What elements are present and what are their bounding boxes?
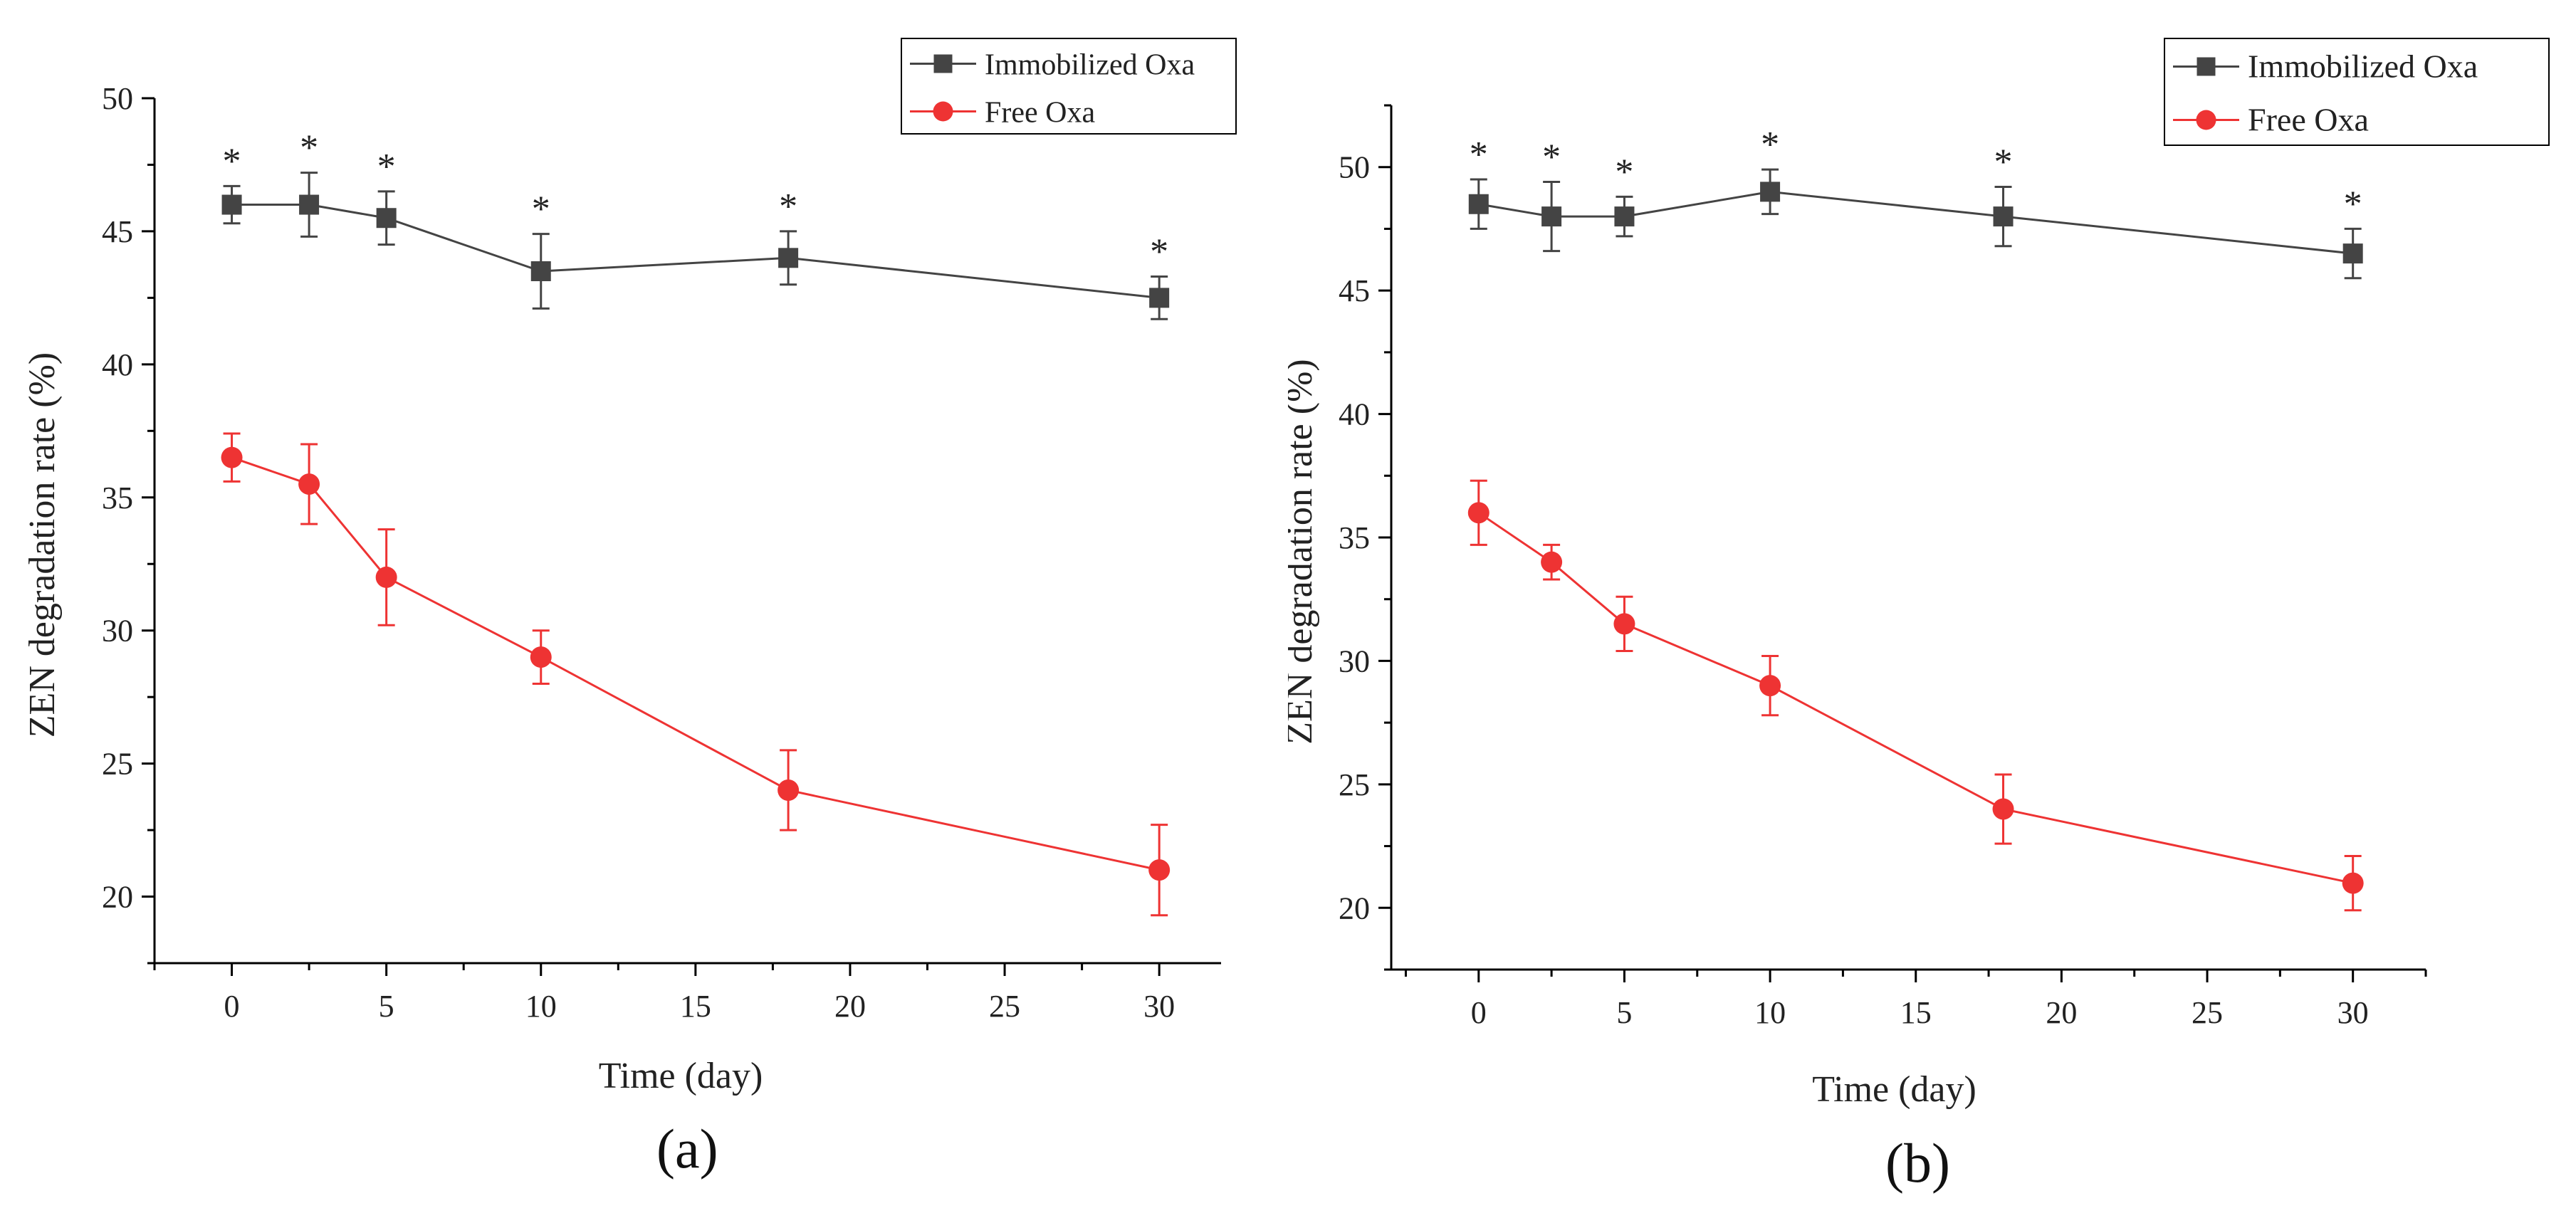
x-tick-label: 30 [1143, 989, 1175, 1024]
data-point [778, 248, 799, 268]
data-point [221, 446, 243, 468]
significance-marker: * [223, 141, 241, 182]
x-tick-label: 20 [2046, 995, 2077, 1030]
x-tick-label: 25 [989, 989, 1020, 1024]
x-tick-label: 30 [2337, 995, 2369, 1030]
legend-marker [933, 101, 953, 122]
significance-marker: * [1470, 135, 1488, 175]
data-point [1992, 798, 2014, 820]
legend-box [901, 38, 1237, 135]
y-tick-label: 30 [102, 614, 133, 649]
y-tick-label: 30 [1339, 644, 1370, 678]
y-tick-label: 20 [102, 880, 133, 915]
x-tick-label: 5 [379, 989, 394, 1024]
x-axis-title: Time (day) [1812, 1069, 1976, 1110]
x-axis-title: Time (day) [599, 1056, 763, 1096]
significance-marker: * [779, 187, 797, 227]
data-point [777, 779, 800, 801]
y-tick-label: 25 [102, 747, 133, 782]
y-tick-label: 20 [1339, 891, 1370, 925]
legend-box [2164, 38, 2550, 146]
data-point [1759, 675, 1781, 697]
x-tick-label: 0 [1471, 995, 1487, 1030]
data-point [1468, 194, 1489, 214]
legend-label: Free Oxa [985, 97, 1095, 130]
panel-label-a: (a) [656, 1118, 718, 1180]
chart-panel-b: 0 5 10 15 20 25 30 20 25 30 35 40 45 50 Time (day) ZEN … [1288, 0, 2576, 1218]
data-point [375, 566, 397, 588]
legend-marker [2197, 57, 2216, 76]
significance-marker: * [1994, 142, 2013, 182]
y-tick-label: 35 [102, 481, 133, 515]
data-point [1541, 551, 1563, 573]
significance-marker: * [1150, 231, 1168, 272]
data-point [299, 194, 320, 215]
significance-marker: * [532, 189, 550, 230]
legend-marker [2196, 110, 2216, 130]
legend-label: Free Oxa [2248, 102, 2369, 138]
series-line [1477, 512, 2353, 885]
y-tick-label: 40 [102, 347, 133, 382]
x-tick-label: 25 [2192, 995, 2223, 1030]
chart-a: 0 5 10 15 20 25 30 20 25 30 35 40 45 50 Time (day) ZEN … [22, 38, 1237, 1096]
data-point [2342, 872, 2364, 894]
data-point [1541, 206, 1562, 227]
legend-label: Immobilized Oxa [985, 49, 1195, 82]
chart-b: 0 5 10 15 20 25 30 20 25 30 35 40 45 50 Time (day) ZEN … [1288, 38, 2550, 1110]
data-point [1149, 288, 1170, 308]
significance-marker: * [1542, 137, 1561, 178]
data-point [530, 261, 551, 281]
x-tick-label: 15 [1900, 995, 1932, 1030]
x-tick-label: 15 [680, 989, 711, 1024]
y-tick-label: 50 [102, 81, 133, 116]
data-point [221, 194, 242, 215]
y-tick-label: 25 [1339, 767, 1370, 802]
series-line [1478, 190, 2353, 255]
series-line [231, 204, 1160, 299]
data-point [1613, 613, 1635, 635]
x-tick-label: 0 [224, 989, 240, 1024]
chart-panel-a: 0 5 10 15 20 25 30 20 25 30 35 40 45 50 Time (day) ZEN … [22, 38, 1237, 1180]
data-point [2342, 243, 2363, 264]
significance-marker: * [300, 128, 318, 169]
data-point [530, 646, 552, 668]
y-axis-title: ZEN degradation rate (%) [1288, 359, 1320, 744]
panel-label-b: (b) [1885, 1132, 1950, 1194]
x-tick-label: 20 [834, 989, 866, 1024]
data-point [1760, 182, 1781, 202]
y-tick-label: 35 [1339, 520, 1370, 555]
y-axis-title: ZEN degradation rate (%) [22, 352, 63, 737]
data-point [1148, 859, 1171, 881]
data-point [1993, 206, 2014, 227]
legend-label: Immobilized Oxa [2248, 48, 2478, 85]
y-tick-label: 45 [1339, 273, 1370, 308]
significance-marker: * [2344, 184, 2362, 224]
significance-marker: * [1615, 152, 1633, 192]
data-point [376, 208, 397, 229]
data-point [1614, 206, 1635, 227]
legend-marker [933, 54, 953, 73]
significance-marker: * [377, 147, 396, 187]
x-tick-label: 10 [1754, 995, 1786, 1030]
y-tick-label: 45 [102, 214, 133, 249]
data-point [1467, 502, 1489, 524]
data-point [298, 473, 320, 495]
significance-marker: * [1761, 125, 1779, 165]
x-tick-label: 10 [525, 989, 557, 1024]
x-tick-label: 5 [1616, 995, 1632, 1030]
y-tick-label: 40 [1339, 397, 1370, 432]
series-line [231, 456, 1160, 871]
y-tick-label: 50 [1339, 150, 1370, 185]
